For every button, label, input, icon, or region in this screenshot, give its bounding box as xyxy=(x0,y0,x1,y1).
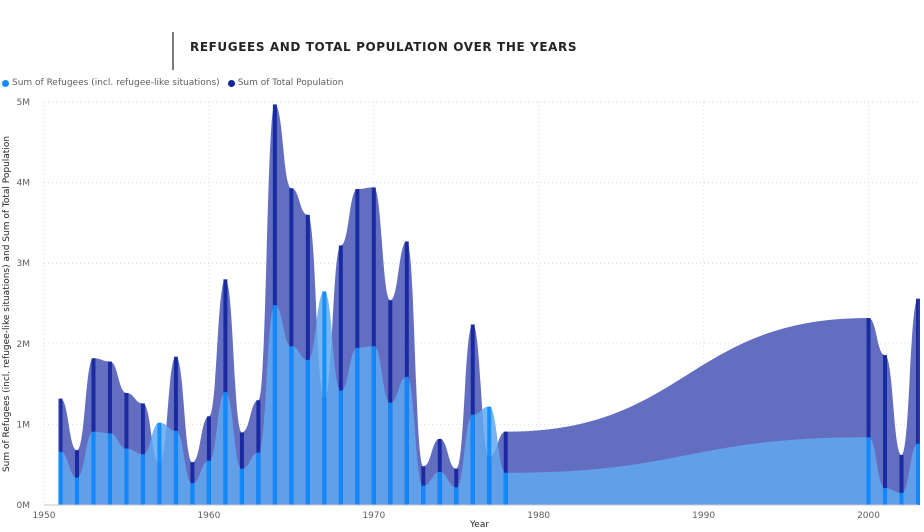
total-population-point[interactable] xyxy=(404,241,409,506)
x-tick-label: 1960 xyxy=(197,511,220,521)
refugees-point[interactable] xyxy=(388,402,393,505)
total-population-point[interactable] xyxy=(916,298,920,505)
refugees-point[interactable] xyxy=(883,488,888,505)
legend-label-total-population: Sum of Total Population xyxy=(237,78,344,88)
total-population-point[interactable] xyxy=(272,104,277,505)
refugees-point[interactable] xyxy=(421,485,426,505)
x-tick-label: 1970 xyxy=(362,511,385,521)
series-areas xyxy=(58,104,920,506)
y-tick-label: 1M xyxy=(17,420,31,430)
total-population-point[interactable] xyxy=(883,355,888,505)
total-population-point[interactable] xyxy=(899,455,904,505)
refugees-point[interactable] xyxy=(124,448,129,505)
total-population-point[interactable] xyxy=(305,214,310,505)
refugees-point[interactable] xyxy=(470,414,475,505)
refugees-point[interactable] xyxy=(322,291,327,505)
x-tick-label: 2000 xyxy=(857,511,880,521)
total-population-point[interactable] xyxy=(355,189,360,505)
refugees-point[interactable] xyxy=(223,392,228,505)
legend-item-total-population[interactable]: Sum of Total Population xyxy=(227,78,344,88)
legend-marker-total-population xyxy=(227,79,235,87)
refugees-point[interactable] xyxy=(371,346,376,505)
refugees-point[interactable] xyxy=(338,390,343,505)
refugees-point[interactable] xyxy=(74,477,79,505)
refugees-point[interactable] xyxy=(487,406,492,505)
refugees-point[interactable] xyxy=(256,452,261,505)
refugees-point[interactable] xyxy=(899,492,904,505)
refugees-point[interactable] xyxy=(437,471,442,505)
legend-label-refugees: Sum of Refugees (incl. refugee-like situ… xyxy=(12,78,220,88)
x-tick-label: 1980 xyxy=(527,511,550,521)
refugees-point[interactable] xyxy=(866,437,871,505)
y-tick-label: 0M xyxy=(17,501,31,511)
refugees-point[interactable] xyxy=(404,376,409,505)
x-axis-title: Year xyxy=(470,520,490,530)
refugees-point[interactable] xyxy=(355,347,360,505)
refugees-point[interactable] xyxy=(239,468,244,505)
y-tick-label: 5M xyxy=(17,98,31,108)
refugees-point[interactable] xyxy=(305,359,310,505)
x-tick-label: 1950 xyxy=(33,511,56,521)
refugees-point[interactable] xyxy=(272,305,277,505)
refugees-point[interactable] xyxy=(58,451,63,505)
refugees-point[interactable] xyxy=(140,454,145,505)
refugees-point[interactable] xyxy=(916,443,920,505)
y-tick-label: 2M xyxy=(17,340,31,350)
refugees-point[interactable] xyxy=(206,460,211,505)
title-accent-bar xyxy=(172,32,174,70)
total-population-point[interactable] xyxy=(503,431,508,505)
total-population-point[interactable] xyxy=(239,432,244,505)
x-tick-label: 1990 xyxy=(692,511,715,521)
chart-title: REFUGEES AND TOTAL POPULATION OVER THE Y… xyxy=(190,40,578,54)
total-population-point[interactable] xyxy=(454,468,459,505)
legend-marker-refugees xyxy=(2,79,9,87)
refugees-point[interactable] xyxy=(173,430,178,505)
total-population-point[interactable] xyxy=(206,416,211,505)
total-population-point[interactable] xyxy=(338,245,343,505)
axes: 0M 1M 2M 3M 4M 5M 1950 1960 1970 1980 1990 2000 xyxy=(17,98,918,521)
y-tick-label: 4M xyxy=(17,179,31,189)
total-population-point[interactable] xyxy=(866,318,871,505)
refugees-point[interactable] xyxy=(91,431,96,505)
refugees-point[interactable] xyxy=(190,483,195,505)
total-population-point[interactable] xyxy=(437,438,442,505)
legend: Sum of Refugees (incl. refugee-like situ… xyxy=(2,78,351,88)
y-tick-label: 3M xyxy=(17,259,31,269)
refugees-point[interactable] xyxy=(157,422,162,505)
legend-item-refugees[interactable]: Sum of Refugees (incl. refugee-like situ… xyxy=(2,78,220,88)
refugees-point[interactable] xyxy=(454,487,459,505)
refugees-point[interactable] xyxy=(107,433,112,505)
refugees-point[interactable] xyxy=(289,346,294,505)
refugees-point[interactable] xyxy=(503,472,508,505)
y-axis-title: Sum of Refugees (incl. refugee-like situ… xyxy=(2,135,12,473)
